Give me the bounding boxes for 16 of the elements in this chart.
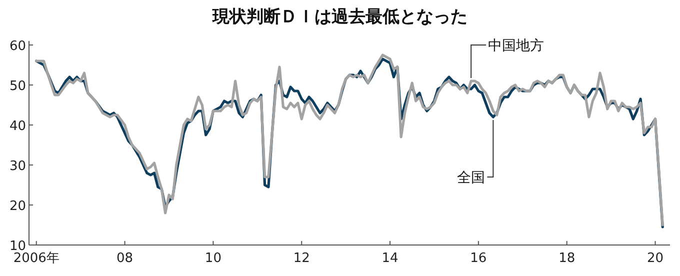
y-tick-label: 50 (9, 79, 26, 94)
x-tick-label: 2006年 (13, 251, 60, 266)
x-tick-label: 14 (382, 251, 398, 266)
x-tick-label: 08 (116, 251, 134, 266)
annotation: 全国 (457, 170, 486, 186)
x-tick-label: 12 (293, 251, 310, 266)
x-tick-label: 10 (204, 251, 222, 266)
y-tick-label: 60 (9, 39, 26, 54)
annotation: 中国地方 (488, 38, 544, 54)
y-tick-label: 30 (9, 159, 26, 174)
chart-title: 現状判断ＤＩは過去最低となった (212, 7, 468, 27)
y-tick-label: 20 (9, 199, 26, 214)
y-tick-label: 40 (9, 119, 26, 134)
x-tick-label: 20 (646, 251, 664, 266)
x-tick-label: 16 (470, 251, 487, 266)
x-tick-label: 18 (558, 251, 576, 266)
